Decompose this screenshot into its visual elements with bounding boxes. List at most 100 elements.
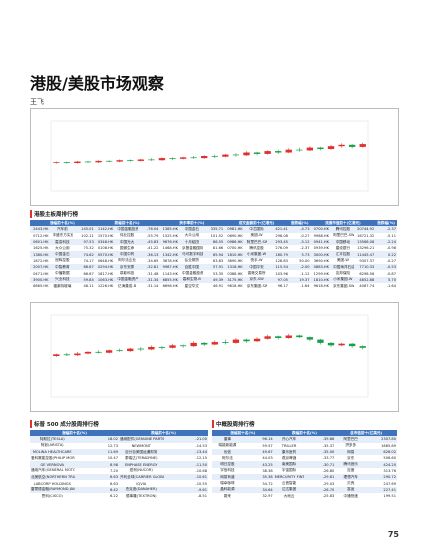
- table-cell: 弘业期货: [184, 258, 200, 263]
- table-cell: 6865.HK: [33, 284, 49, 289]
- table-cell: 中播数据: [55, 271, 70, 276]
- table-cell: 嘉浚科技: [51, 238, 74, 246]
- table-cell: 腾讯音乐: [335, 461, 367, 468]
- table-cell: 66.67: [83, 271, 94, 276]
- table-cell: 626.02: [366, 448, 397, 456]
- table-cell: 97.53: [73, 238, 95, 246]
- candle-body: [74, 161, 81, 163]
- table-cell: 冠辉控股: [55, 258, 70, 263]
- table-cell: 阿尔法: [222, 455, 233, 460]
- table-cell: 43.25: [242, 461, 274, 468]
- table-cell: 1685.69: [381, 443, 396, 448]
- table-cell: 49.67: [242, 448, 274, 456]
- table-cell: 理想汽车: [335, 474, 367, 481]
- table-cell: 网易有道: [212, 474, 243, 481]
- table-cell: -0.53: [375, 264, 397, 271]
- table-cell: 50.00: [299, 258, 310, 263]
- table-cell: -39.86: [304, 436, 336, 443]
- table-cell: 102.11: [81, 233, 94, 238]
- table-cell: -10.68: [195, 468, 207, 473]
- table-cell: 0348.HK: [94, 238, 117, 246]
- table-cell: -1.64: [386, 284, 396, 289]
- table-cell: 34.64: [242, 486, 274, 493]
- table-cell: 0690.HK: [227, 233, 243, 238]
- candle-body: [285, 335, 292, 338]
- chart-box: [30, 302, 399, 412]
- candle-body: [327, 146, 335, 149]
- table-row: 明日控股 43.25 南美国际 -30.71 腾讯音乐 424.20: [212, 461, 397, 468]
- table-cell: 福莱特玻璃: [53, 283, 72, 288]
- candle-body: [137, 348, 144, 350]
- table-cell: 63.83: [212, 258, 224, 263]
- table-cell: -8.51: [197, 494, 207, 499]
- table-row: 阿尔法 44.03 燕京啤酒 -33.77 京东 506.60: [212, 455, 397, 461]
- table-cell: 中国金融投资集团: [182, 271, 203, 276]
- table-cell: 宇宙国际: [281, 468, 297, 473]
- table-row: 阿彭(ARISTA) 12.73 NEWMONT -14.53: [30, 443, 208, 449]
- header-cell: 跌幅前十名(%): [119, 430, 208, 437]
- candle-body: [179, 157, 187, 159]
- table-cell: 10.47: [107, 456, 118, 461]
- table-cell: 2007.HK: [30, 264, 52, 271]
- table-cell: 421.41: [267, 226, 289, 233]
- candle-body: [190, 157, 197, 159]
- table-cell: -35.00: [304, 448, 336, 456]
- table-cell: 53.35: [212, 271, 224, 276]
- table-cell: 3690.HK: [227, 258, 243, 263]
- table-cell: 贝壳: [347, 481, 355, 486]
- table-cell: 优信: [212, 448, 243, 456]
- table-cell: 中国海洋石油: [332, 264, 354, 271]
- candle-body: [264, 336, 271, 339]
- table-row: 通用汽车(GENERAL MOTORS) 7.20 纽柯(NUCOR) -10.68: [30, 468, 208, 474]
- table-cell: 兴业科技: [51, 276, 74, 283]
- table-cell: 1226.HK: [97, 284, 114, 289]
- table-row: 思科(CISCO) 6.22 德事隆(TEXTRON) -8.51: [30, 493, 208, 499]
- table-cell: 0700.HK: [310, 226, 333, 233]
- header-cell: 跌幅前十名(%): [94, 220, 160, 227]
- table-cell: 快手-W: [250, 258, 263, 263]
- table-cell: 通用配件(GENUINE PARTS): [119, 436, 164, 443]
- candle-body: [74, 353, 81, 356]
- table-cell: 中通快递: [343, 493, 358, 498]
- candle-body: [211, 342, 218, 345]
- page-number: 75: [387, 530, 399, 539]
- table-cell: 百分百美国运通财务: [119, 448, 164, 456]
- table-cell: -5.12: [288, 238, 311, 246]
- table-cell: 晶科能源: [212, 486, 243, 493]
- table-cell: 星空华文: [184, 283, 200, 288]
- table-cell: GE VERNOVA: [30, 461, 75, 468]
- table-cell: 马可数字科技: [181, 251, 203, 258]
- table-cell: 145.01: [73, 226, 95, 233]
- candle-body: [327, 342, 335, 346]
- table-cell: 汇丰控股: [332, 251, 354, 258]
- table-cell: 75.32: [83, 246, 94, 251]
- table-cell: -2.37: [375, 226, 397, 233]
- table-cell: 9307.37: [359, 258, 375, 263]
- table-row: MOLINA HEALTHCARE 11.69 百分百美国运通财务 -13.44: [30, 448, 208, 456]
- table-cell: 5.73: [288, 251, 311, 258]
- table-cell: 1625.HK: [33, 246, 49, 251]
- table-cell: 16721.32: [357, 233, 375, 238]
- candle-body: [137, 159, 144, 161]
- table-cell: 19.37: [288, 276, 311, 283]
- table-row: 0601.HK 嘉浚科技 97.53 0348.HK 中国光大 -45.83 9676.HK…: [30, 238, 397, 246]
- table-cell: 京东-SW: [245, 276, 268, 283]
- table-cell: 4087.74: [359, 284, 375, 289]
- table-cell: 96.17: [277, 284, 288, 289]
- table-row: LABCORP HOLDINGS 6.63 IQVIA -10.55: [30, 480, 208, 486]
- table-cell: 蔚来: [223, 493, 231, 498]
- table-cell: MERCURITY FINTECH: [273, 474, 305, 481]
- table-row: 瑞能新能源 59.57 TRILLER -35.37 拼多多 1685.69: [212, 443, 397, 449]
- table-cell: 247.69: [383, 481, 396, 486]
- table-cell: 0986.HK: [224, 238, 246, 246]
- table-cell: 德事隆(TEXTRON): [125, 493, 157, 498]
- table-cell: 424.20: [366, 461, 397, 468]
- table-cell: 0.22: [375, 251, 397, 258]
- header-cell: 跌幅前十名(%): [273, 430, 336, 437]
- table-cell: -0.98: [386, 246, 396, 251]
- table-cell: 3175.HK: [224, 276, 246, 283]
- table-cell: 国微生命: [119, 245, 135, 250]
- table-cell: 0883.HK: [310, 264, 333, 271]
- table-cell: 3690.HK: [313, 258, 329, 263]
- table-cell: 大众公用: [55, 245, 70, 250]
